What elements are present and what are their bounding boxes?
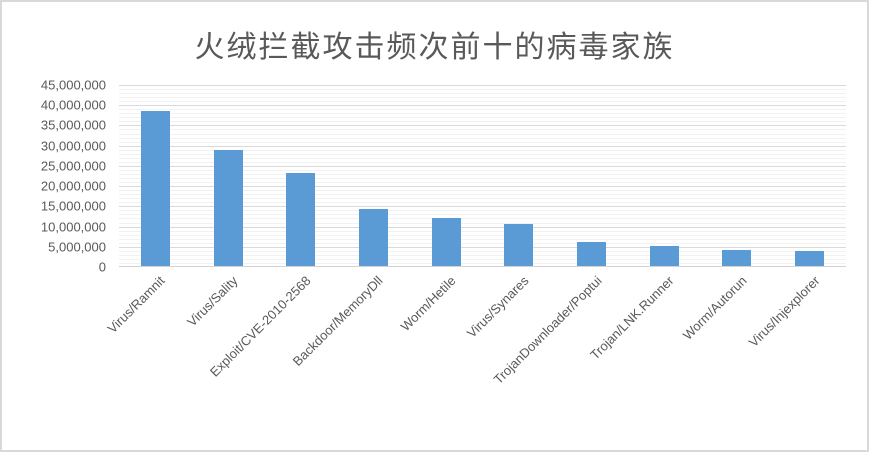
- major-gridline: [119, 186, 846, 187]
- minor-gridline: [119, 150, 846, 151]
- y-axis-tick-label: 0: [98, 259, 106, 275]
- minor-gridline: [119, 158, 846, 159]
- major-gridline: [119, 247, 846, 248]
- major-gridline: [119, 125, 846, 126]
- minor-gridline: [119, 214, 846, 215]
- y-axis: 45,000,000 40,000,000 35,000,000 30,000,000…: [2, 78, 106, 275]
- bar-Trojan/LNK.Runner: [650, 246, 679, 267]
- minor-gridline: [119, 190, 846, 191]
- minor-gridline: [119, 251, 846, 252]
- minor-gridline: [119, 138, 846, 139]
- minor-gridline: [119, 210, 846, 211]
- minor-gridline: [119, 235, 846, 236]
- bar-Worm/Hetile: [432, 218, 461, 267]
- bar-Virus/Ramnit: [141, 111, 170, 267]
- minor-gridline: [119, 129, 846, 130]
- bar-Backdoor/MemoryDll: [359, 209, 388, 267]
- bar-Virus/Injexplorer: [795, 251, 824, 267]
- major-gridline: [119, 105, 846, 106]
- major-gridline: [119, 85, 846, 86]
- minor-gridline: [119, 154, 846, 155]
- minor-gridline: [119, 121, 846, 122]
- minor-gridline: [119, 198, 846, 199]
- minor-gridline: [119, 239, 846, 240]
- minor-gridline: [119, 117, 846, 118]
- minor-gridline: [119, 162, 846, 163]
- minor-gridline: [119, 101, 846, 102]
- minor-gridline: [119, 97, 846, 98]
- major-gridline: [119, 227, 846, 228]
- bar-TrojanDownloader/Poptui: [577, 242, 606, 267]
- minor-gridline: [119, 142, 846, 143]
- minor-gridline: [119, 174, 846, 175]
- minor-gridline: [119, 178, 846, 179]
- y-axis-tick-label: 25,000,000: [40, 158, 106, 174]
- minor-gridline: [119, 263, 846, 264]
- y-axis-tick-label: 30,000,000: [40, 138, 106, 154]
- y-axis-tick-label: 35,000,000: [40, 117, 106, 133]
- minor-gridline: [119, 259, 846, 260]
- minor-gridline: [119, 218, 846, 219]
- minor-gridline: [119, 182, 846, 183]
- minor-gridline: [119, 170, 846, 171]
- y-axis-tick-label: 5,000,000: [48, 239, 106, 255]
- minor-gridline: [119, 134, 846, 135]
- major-gridline: [119, 206, 846, 207]
- y-axis-tick-label: 10,000,000: [40, 219, 106, 235]
- minor-gridline: [119, 113, 846, 114]
- x-axis: Virus/Ramnit Virus/Sality Exploit/CVE-2010…: [105, 273, 846, 448]
- minor-gridline: [119, 255, 846, 256]
- minor-gridline: [119, 93, 846, 94]
- x-axis-line: [119, 266, 846, 267]
- bar-Worm/Autorun: [722, 250, 751, 267]
- minor-gridline: [119, 223, 846, 224]
- minor-gridline: [119, 231, 846, 232]
- y-axis-tick-label: 15,000,000: [40, 198, 106, 214]
- y-axis-tick-label: 20,000,000: [40, 178, 106, 194]
- minor-gridline: [119, 194, 846, 195]
- chart-title: 火绒拦截攻击频次前十的病毒家族: [194, 30, 675, 65]
- minor-gridline: [119, 89, 846, 90]
- y-axis-tick-label: 40,000,000: [40, 97, 106, 113]
- bar-Virus/Sality: [214, 150, 243, 267]
- bar-Exploit/CVE-2010-2568: [286, 173, 315, 267]
- major-gridline: [119, 146, 846, 147]
- plot-area: [119, 85, 846, 267]
- minor-gridline: [119, 109, 846, 110]
- minor-gridline: [119, 202, 846, 203]
- y-axis-tick-label: 45,000,000: [40, 77, 106, 93]
- bar-Virus/Synares: [504, 224, 533, 267]
- minor-gridline: [119, 243, 846, 244]
- major-gridline: [119, 166, 846, 167]
